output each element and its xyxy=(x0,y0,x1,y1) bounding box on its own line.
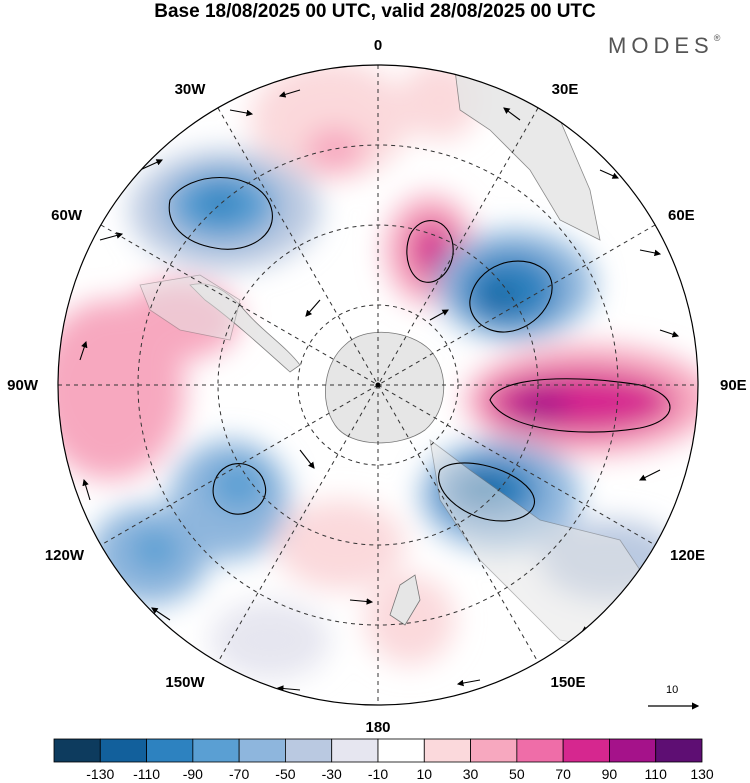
anomaly-negative-core xyxy=(482,282,518,310)
wind-arrow xyxy=(229,109,254,117)
colorbar-swatch xyxy=(238,738,286,763)
anomaly-negative-weak xyxy=(210,600,330,680)
streamlines xyxy=(168,176,671,522)
meridian-30 xyxy=(217,107,539,663)
anomaly-positive xyxy=(305,128,365,172)
colorbar-swatch xyxy=(285,738,333,763)
wind-arrow xyxy=(299,449,315,469)
anomaly-negative xyxy=(130,530,180,570)
lon-label-90e: 90E xyxy=(720,377,747,394)
wind-arrow xyxy=(639,249,662,257)
colorbar-swatch xyxy=(192,738,240,763)
colorbar-tick-label: 30 xyxy=(462,766,479,782)
colorbar-tick-label: -90 xyxy=(182,766,203,782)
colorbar-swatch xyxy=(146,738,194,763)
anomaly-negative xyxy=(210,461,266,509)
brand-logo: MODES® xyxy=(608,33,721,58)
map-border xyxy=(57,64,699,706)
lon-label-120w: 120W xyxy=(44,547,84,564)
colorbar-tick-label: 70 xyxy=(555,766,571,782)
map-disk xyxy=(58,65,698,705)
colorbar-swatch xyxy=(609,738,657,763)
colorbar-swatch xyxy=(516,738,564,763)
meridian-60 xyxy=(100,224,656,546)
lon-label-180: 180 xyxy=(365,719,391,736)
meridian-60 xyxy=(100,224,656,546)
wind-arrow xyxy=(429,309,449,321)
colorbar-swatch xyxy=(470,738,518,763)
lon-label-0: 0 xyxy=(373,37,383,54)
colorbar xyxy=(53,738,703,763)
lon-label-150e: 150E xyxy=(550,674,586,691)
colorbar-tick-label: 130 xyxy=(690,766,714,782)
colorbar-swatch xyxy=(655,738,703,763)
wind-arrow xyxy=(139,159,164,171)
vortex-streamline xyxy=(212,463,267,515)
colorbar-tick-label: 90 xyxy=(601,766,618,782)
wind-arrow xyxy=(639,469,661,481)
anomaly-positive-weak xyxy=(365,575,455,665)
colorbar-tick-label: 50 xyxy=(509,766,525,782)
colorbar-tick-label: -50 xyxy=(275,766,296,782)
wind-arrow xyxy=(659,329,680,338)
new-zealand xyxy=(389,574,421,626)
colorbar-tick-label: 10 xyxy=(416,766,433,782)
lon-label-90w: 90W xyxy=(7,377,38,394)
wind-arrow xyxy=(151,607,171,621)
colorbar-tick-label: -70 xyxy=(229,766,250,782)
vortex-streamline xyxy=(168,176,273,250)
wind-arrow xyxy=(599,169,620,179)
antarctica xyxy=(325,331,445,444)
colorbar-swatch xyxy=(423,738,471,763)
vortex-streamline xyxy=(469,260,553,333)
colorbar-swatch xyxy=(331,738,379,763)
map-title: Base 18/08/2025 00 UTC, valid 28/08/2025… xyxy=(154,1,596,22)
meridian-30 xyxy=(217,107,539,663)
wind-vectors xyxy=(79,89,680,692)
anomaly-negative-core xyxy=(198,187,242,219)
lon-label-150w: 150W xyxy=(165,674,205,691)
anomaly-positive-weak xyxy=(250,65,410,180)
colorbar-tick-label: -30 xyxy=(321,766,342,782)
colorbar-swatch xyxy=(377,738,425,763)
lon-label-30e: 30E xyxy=(551,81,579,98)
colorbar-swatch xyxy=(99,738,147,763)
wind-arrow xyxy=(349,598,374,605)
vortex-streamline xyxy=(489,378,671,433)
wind-arrow xyxy=(276,685,301,692)
colorbar-tick-label: 110 xyxy=(644,766,667,782)
colorbar-tick-label: -10 xyxy=(367,766,389,782)
lon-label-60e: 60E xyxy=(668,207,695,224)
reference-vector-label: 10 xyxy=(666,684,679,696)
lon-label-30w: 30W xyxy=(174,81,206,98)
wind-arrow xyxy=(305,299,321,317)
south-pole-marker xyxy=(375,382,381,388)
anomaly-positive-weak xyxy=(275,500,405,590)
wind-arrow xyxy=(79,340,88,361)
vortex-streamline xyxy=(406,220,454,283)
anomaly-positive-core xyxy=(510,389,570,421)
lon-label-120e: 120E xyxy=(670,547,706,564)
colorbar-tick-label: -110 xyxy=(133,766,161,782)
vortex-streamline xyxy=(438,462,536,522)
lon-label-60w: 60W xyxy=(51,207,82,224)
wind-arrow xyxy=(82,478,91,501)
wind-arrow xyxy=(99,232,124,241)
wind-arrow xyxy=(456,679,481,687)
wind-arrow xyxy=(278,89,301,98)
colorbar-swatch xyxy=(53,738,101,763)
colorbar-tick-label: -130 xyxy=(86,766,115,782)
colorbar-swatch xyxy=(562,738,610,763)
wind-arrow xyxy=(503,107,521,121)
